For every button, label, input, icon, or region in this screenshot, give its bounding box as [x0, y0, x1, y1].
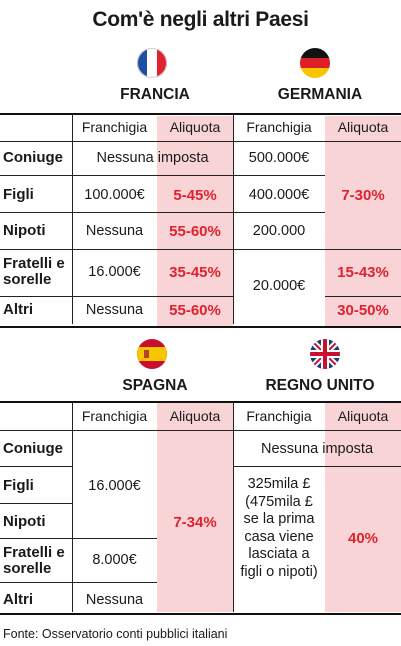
uk-franchigia-header: Franchigia	[246, 408, 312, 424]
uk-aliquota: 40%	[347, 530, 379, 547]
uk-franchigia-note: 325mila £ (475mila £ se la prima casa vi…	[240, 476, 318, 580]
germany-altri-aliquota: 30-50%	[337, 302, 389, 319]
uk-flag-icon	[310, 339, 340, 369]
germany-title: GERMANIA	[277, 86, 363, 103]
row-label-figli: Figli	[3, 186, 34, 203]
row-label-coniuge: Coniuge	[3, 149, 63, 166]
germany-coniuge-franchigia: 500.000€	[248, 150, 310, 166]
row-label-nipoti: Nipoti	[3, 513, 46, 530]
page-title: Com'è negli altri Paesi	[92, 8, 309, 31]
france-aliquota-bg	[157, 116, 233, 326]
divider	[72, 114, 73, 324]
divider	[72, 402, 73, 612]
row-label-altri: Altri	[3, 301, 33, 318]
france-flag-icon	[137, 48, 167, 78]
spain-aliquota-header: Aliquota	[169, 408, 221, 424]
row-label-nipoti: Nipoti	[3, 222, 46, 239]
france-nipoti-aliquota: 55-60%	[169, 223, 221, 240]
divider	[233, 402, 234, 612]
row-label-fratelli: Fratelli e sorelle	[3, 255, 65, 288]
uk-title: REGNO UNITO	[265, 377, 375, 394]
row-label-figli: Figli	[3, 477, 34, 494]
row-divider	[0, 582, 157, 583]
top-rule	[0, 113, 401, 115]
spain-coniuge-nipoti-franchigia: 16.000€	[88, 478, 141, 494]
germany-flag-icon	[300, 48, 330, 78]
france-figli-franchigia: 100.000€	[84, 187, 145, 203]
row-divider	[0, 141, 401, 142]
germany-aliquota-header: Aliquota	[337, 119, 389, 135]
row-divider	[0, 430, 401, 431]
france-coniuge-cell: Nessuna imposta	[96, 150, 209, 166]
france-altri-franchigia: Nessuna	[85, 302, 144, 318]
france-altri-aliquota: 55-60%	[169, 302, 221, 319]
spain-altri-franchigia: Nessuna	[85, 592, 144, 608]
mid-rule	[0, 326, 401, 328]
france-title: FRANCIA	[120, 86, 190, 103]
row-label-altri: Altri	[3, 591, 33, 608]
spain-franchigia-header: Franchigia	[81, 408, 148, 424]
germany-fratelli-aliquota: 15-43%	[337, 264, 389, 281]
spain-aliquota-bg	[157, 403, 233, 612]
divider	[233, 114, 234, 324]
uk-coniuge-cell: Nessuna imposta	[260, 441, 374, 457]
uk-aliquota-header: Aliquota	[337, 408, 389, 424]
germany-nipoti-franchigia: 200.000	[252, 223, 306, 239]
germany-franchigia-header: Franchigia	[246, 119, 312, 135]
spain-aliquota: 7-34%	[173, 514, 217, 531]
row-label-fratelli: Fratelli e sorelle	[3, 544, 65, 577]
france-nipoti-franchigia: Nessuna	[85, 223, 144, 239]
row-divider	[233, 175, 325, 176]
row-divider	[0, 296, 233, 297]
france-franchigia-header: Franchigia	[81, 119, 148, 135]
row-divider	[0, 503, 72, 504]
row-divider	[0, 538, 157, 539]
france-fratelli-franchigia: 16.000€	[88, 264, 141, 280]
germany-aliquota-bg	[325, 116, 401, 326]
germany-fratelli-altri-franchigia: 20.000€	[252, 278, 306, 294]
spain-flag-icon	[137, 339, 167, 369]
uk-aliquota-bg	[325, 403, 401, 612]
france-figli-aliquota: 5-45%	[173, 187, 217, 204]
row-label-coniuge: Coniuge	[3, 440, 63, 457]
france-fratelli-aliquota: 35-45%	[169, 264, 221, 281]
source-note: Fonte: Osservatorio conti pubblici itali…	[3, 627, 228, 641]
germany-coniuge-nipoti-aliquota: 7-30%	[341, 187, 385, 204]
row-divider	[0, 175, 233, 176]
footer-rule	[0, 613, 401, 615]
bottom-header-rule	[0, 401, 401, 403]
france-aliquota-header: Aliquota	[169, 119, 221, 135]
row-divider	[325, 296, 401, 297]
row-divider	[0, 249, 401, 250]
spain-title: SPAGNA	[122, 377, 188, 394]
row-divider	[0, 212, 233, 213]
germany-figli-franchigia: 400.000€	[248, 187, 310, 203]
row-divider	[0, 466, 72, 467]
row-divider	[233, 212, 325, 213]
spain-fratelli-franchigia: 8.000€	[92, 552, 137, 568]
row-divider	[233, 466, 401, 467]
